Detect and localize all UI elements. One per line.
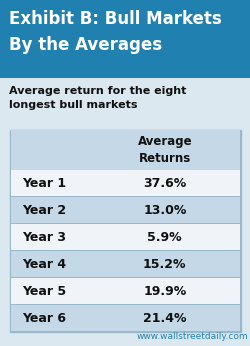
Text: By the Averages: By the Averages [9, 36, 162, 54]
Text: Year 3: Year 3 [22, 231, 66, 244]
Text: 19.9%: 19.9% [142, 285, 186, 298]
Text: 13.0%: 13.0% [142, 204, 186, 217]
Text: www.wallstreetdaily.com: www.wallstreetdaily.com [136, 332, 247, 341]
FancyBboxPatch shape [10, 130, 240, 332]
Text: Average
Returns: Average Returns [137, 135, 191, 164]
FancyBboxPatch shape [11, 305, 239, 331]
FancyBboxPatch shape [11, 197, 239, 223]
Text: 37.6%: 37.6% [142, 177, 186, 190]
Text: Year 5: Year 5 [22, 285, 66, 298]
Text: Exhibit B: Bull Markets: Exhibit B: Bull Markets [9, 10, 221, 28]
Text: Year 2: Year 2 [22, 204, 66, 217]
Text: Average return for the eight
longest bull markets: Average return for the eight longest bul… [9, 86, 186, 110]
Text: Year 1: Year 1 [22, 177, 66, 190]
FancyBboxPatch shape [11, 130, 239, 170]
FancyBboxPatch shape [11, 251, 239, 277]
Text: Year 6: Year 6 [22, 312, 66, 325]
FancyBboxPatch shape [0, 0, 250, 78]
Text: 21.4%: 21.4% [142, 312, 186, 325]
Text: 5.9%: 5.9% [147, 231, 181, 244]
Text: 15.2%: 15.2% [142, 258, 186, 271]
FancyBboxPatch shape [11, 170, 239, 196]
FancyBboxPatch shape [11, 224, 239, 250]
FancyBboxPatch shape [11, 278, 239, 304]
Text: Year 4: Year 4 [22, 258, 66, 271]
